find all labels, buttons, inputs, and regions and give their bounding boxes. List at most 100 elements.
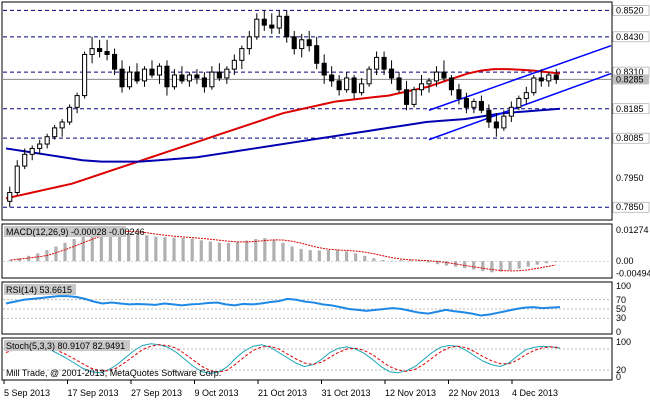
level-price-tag [612,5,650,16]
candle-body [171,74,178,88]
candle-body [209,71,215,88]
candle-body [433,71,440,82]
candle-body [231,59,237,70]
macd-bar [354,253,358,262]
candle-body [134,71,140,82]
candle-body [329,74,335,82]
stoch-label: Stoch(5,3,3) 80.9107 82.9491 [6,341,125,351]
level-price-tag [612,201,650,213]
macd-axis-label: 0.01274 [616,225,649,235]
macd-bar [363,255,367,262]
x-axis-label: 21 Oct 2013 [258,388,307,398]
candle-body [396,77,402,91]
macd-bar [281,242,285,262]
level-price-tag [612,31,650,43]
rsi-label: RSI(14) 53.6615 [6,285,72,295]
x-axis-label: 22 Nov 2013 [449,388,500,398]
price-axis-label: 0.8430 [616,32,644,42]
macd-bar [154,236,158,262]
candle-body [179,74,185,82]
macd-bar [426,261,430,263]
candle-body [403,89,410,105]
macd-bar [108,229,113,262]
macd-bar [435,261,439,265]
macd-bar [290,246,294,262]
rsi-axis-label: 0 [616,327,621,337]
macd-bar [181,238,185,262]
candle-body [156,65,163,76]
candle-body [359,83,365,94]
macd-bar [8,260,13,262]
candle-body [471,100,477,108]
macd-bar [553,261,558,262]
x-axis-label: 31 Oct 2013 [322,388,371,398]
macd-bar [481,261,485,272]
macd-bar [544,261,548,264]
candle-body [374,56,380,70]
candle-body [336,80,342,91]
rsi-axis-label: 50 [616,304,626,314]
candle-body [381,56,387,70]
macd-bar [272,239,276,262]
price-axis-label: 0.8285 [616,74,644,84]
candle-body [493,121,499,129]
candle-body [44,136,50,145]
macd-label: MACD(12,26,9) -0.00028 -0.00246 [6,227,145,237]
stoch-axis-label: 0 [616,372,621,382]
macd-bar [245,240,249,262]
x-axis-label: 5 Sep 2013 [4,388,50,398]
stoch-axis-label: 100 [616,337,631,347]
candle-body [119,68,125,88]
macd-bar [18,258,22,262]
candle-body [29,147,35,155]
candle-body [538,77,544,82]
macd-bar [317,250,321,262]
candle-body [411,89,417,105]
candle-body [246,36,252,50]
candle-body [59,121,65,129]
macd-bar [381,260,385,262]
macd-bar [472,261,476,270]
price-axis-label: 0.8310 [616,67,644,77]
candle-body [74,95,80,108]
candle-body [111,53,118,70]
candle-body [239,48,245,61]
candle-body [276,15,282,29]
rsi-axis-label: 70 [616,295,626,305]
price-axis-label: 0.8085 [616,133,644,143]
x-axis-label: 12 Nov 2013 [385,388,436,398]
stoch-axis-label: 20 [616,365,626,375]
level-price-tag [612,103,650,115]
macd-bar [299,248,303,262]
x-axis-label: 17 Sep 2013 [68,388,119,398]
macd-bar [199,240,203,262]
macd-bar [127,232,131,262]
price-axis-label: 0.8185 [616,104,644,114]
candle-body [531,77,537,94]
rsi-axis-label: 100 [616,281,631,291]
candle-body [314,45,320,64]
macd-bar [90,232,94,262]
candle-body [299,39,305,50]
candle-body [37,143,43,149]
candle-body [141,68,148,82]
x-axis-label: 4 Dec 2013 [512,388,558,398]
candle-body [291,36,297,50]
macd-axis-label: 0.00 [616,256,634,266]
candle-body [478,100,484,111]
rsi-axis-label: 30 [616,313,626,323]
candle-body [463,98,469,108]
macd-bar [335,250,340,262]
macd-bar [372,258,376,262]
macd-bar [326,249,331,262]
candle-body [501,115,507,129]
candle-body [546,74,552,82]
macd-bar [99,230,103,262]
candle-body [67,106,73,123]
macd-bar [263,238,267,262]
candle-body [261,18,267,26]
macd-axis-label: -0.00494 [616,268,650,278]
macd-bar [517,261,521,269]
footer-copyright: Mill Trade, @ 2001-2013, MetaQuotes Soft… [6,368,221,378]
stoch-main-line [5,343,561,375]
